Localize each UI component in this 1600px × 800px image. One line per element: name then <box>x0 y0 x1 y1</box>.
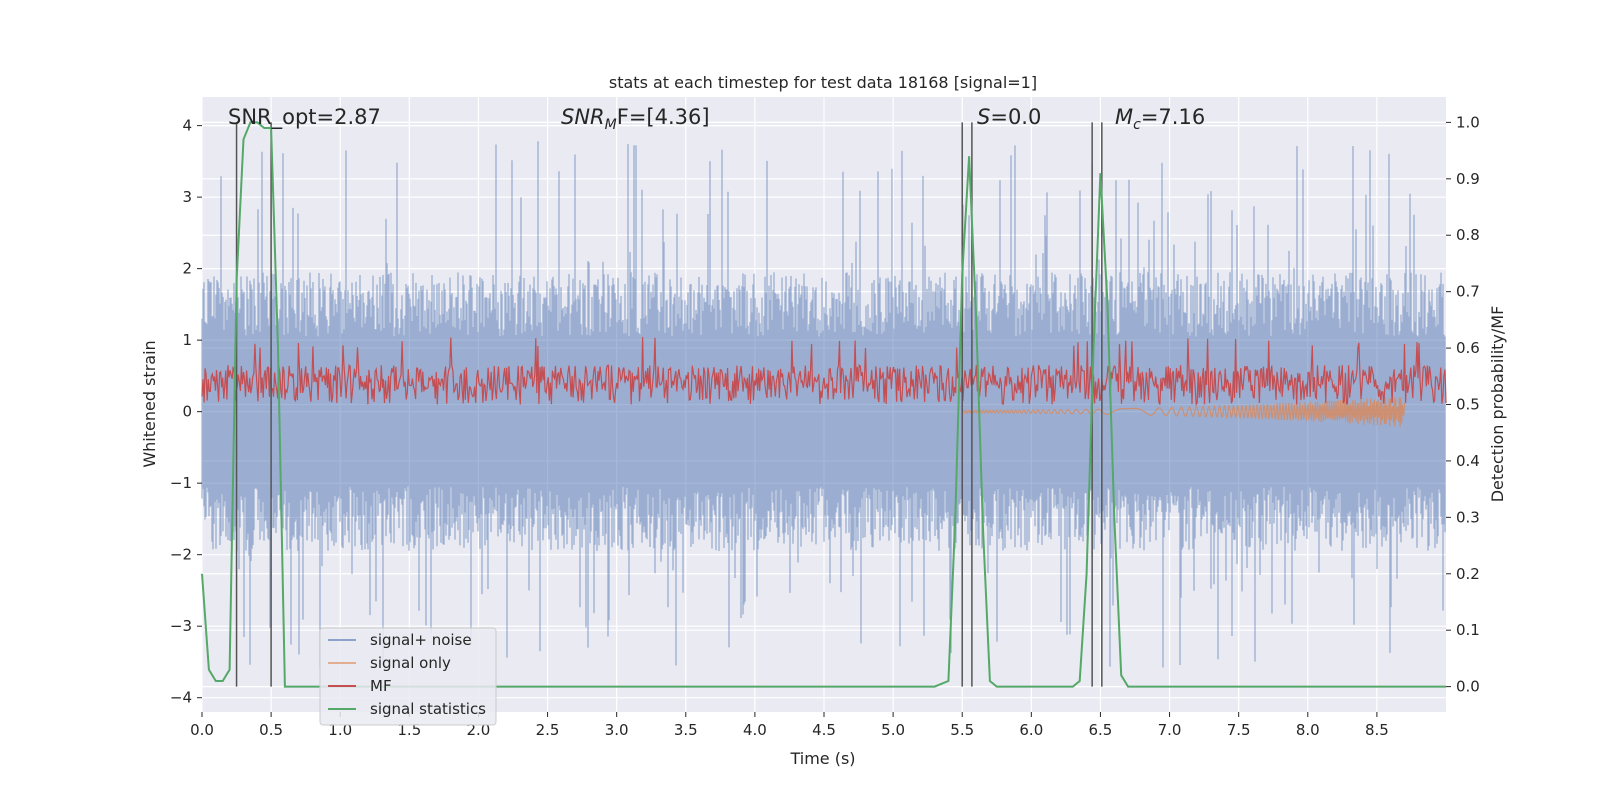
y2-tick-label: 1.0 <box>1456 113 1480 131</box>
x-tick-label: 4.0 <box>743 721 767 739</box>
x-tick-label: 6.5 <box>1089 721 1113 739</box>
annotation-snr-opt: SNR_opt=2.87 <box>228 105 381 130</box>
signal-statistics-series <box>201 121 1446 688</box>
mc-main: M <box>1115 105 1133 129</box>
x-tick-label: 0.5 <box>259 721 283 739</box>
x-tick-label: 4.5 <box>812 721 836 739</box>
y-tick-label: −4 <box>170 689 192 707</box>
signal-noise-trace <box>201 141 1446 668</box>
signal-noise-series <box>201 141 1446 668</box>
signal-only-series <box>961 397 1406 428</box>
legend-label-signal-statistics: signal statistics <box>370 700 486 718</box>
x-tick-label: 3.5 <box>674 721 698 739</box>
y2-tick-label: 0.0 <box>1456 678 1480 696</box>
y-tick-label: 3 <box>182 188 192 206</box>
x-tick-label: 7.0 <box>1158 721 1182 739</box>
mc-sub: c <box>1133 117 1141 133</box>
x-tick-label: 0.0 <box>190 721 214 739</box>
signal-statistics-trace <box>201 121 1446 688</box>
y-tick-label: −2 <box>170 546 192 564</box>
y2-tick-label: 0.2 <box>1456 565 1480 583</box>
x-tick-label: 2.5 <box>536 721 560 739</box>
snr-mf-sub: M <box>605 117 617 133</box>
s-main: S <box>977 105 990 129</box>
y2-tick-label: 0.3 <box>1456 508 1480 526</box>
mf-series <box>201 336 1447 407</box>
y-tick-label: 4 <box>182 117 192 135</box>
snr-mf-main: SNR <box>561 105 605 129</box>
x-tick-label: 8.5 <box>1365 721 1389 739</box>
legend-label-mf: MF <box>370 677 392 695</box>
y2-tick-label: 0.8 <box>1456 226 1480 244</box>
x-tick-label: 6.0 <box>1019 721 1043 739</box>
snr-mf-tail: F=[4.36] <box>617 105 710 129</box>
mc-tail: =7.16 <box>1141 105 1205 129</box>
x-axis-label: Time (s) <box>789 749 855 768</box>
y-axis-label: Whitened strain <box>140 340 159 467</box>
legend-label-signal-noise: signal+ noise <box>370 631 472 649</box>
x-tick-label: 7.5 <box>1227 721 1251 739</box>
mf-trace <box>201 336 1447 407</box>
y2-tick-label: 0.7 <box>1456 283 1480 301</box>
y2-tick-label: 0.1 <box>1456 621 1480 639</box>
annotation-snr-mf: SNRMF=[4.36] <box>561 105 710 133</box>
y-tick-label: −1 <box>170 474 192 492</box>
legend-label-signal-only: signal only <box>370 654 451 672</box>
x-tick-label: 3.0 <box>605 721 629 739</box>
annotation-s: S=0.0 <box>977 105 1041 129</box>
y-tick-label: 0 <box>182 403 192 421</box>
y2-tick-label: 0.4 <box>1456 452 1480 470</box>
x-tick-label: 8.0 <box>1296 721 1320 739</box>
y2-axis-label: Detection probability/MF <box>1488 306 1507 503</box>
legend: signal+ noise signal only MF signal stat… <box>319 627 497 726</box>
chart-title: stats at each timestep for test data 181… <box>609 73 1037 92</box>
y2-tick-label: 0.6 <box>1456 339 1480 357</box>
y2-tick-label: 0.9 <box>1456 170 1480 188</box>
y2-tick-label: 0.5 <box>1456 396 1480 414</box>
y-tick-label: 1 <box>182 331 192 349</box>
signal-only-trace <box>961 397 1406 428</box>
annotation-mc: Mc=7.16 <box>1115 105 1205 133</box>
legend-box <box>319 627 497 726</box>
s-tail: =0.0 <box>990 105 1041 129</box>
y-tick-label: 2 <box>182 260 192 278</box>
y-tick-label: −3 <box>170 617 192 635</box>
x-tick-label: 5.0 <box>881 721 905 739</box>
x-tick-label: 5.5 <box>950 721 974 739</box>
